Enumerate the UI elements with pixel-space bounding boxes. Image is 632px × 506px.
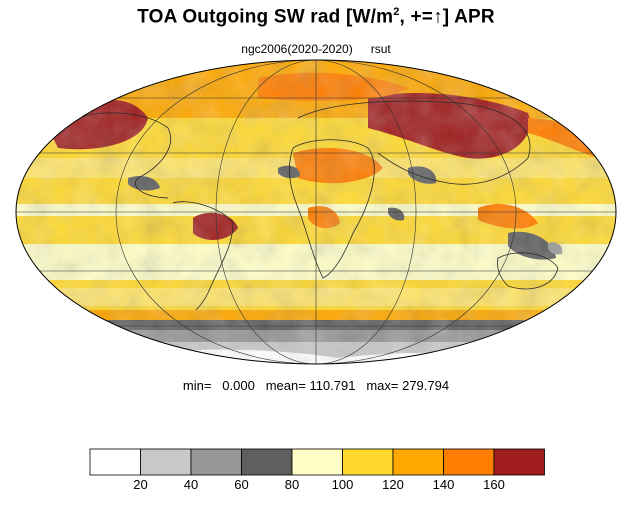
- colorbar-box-8: [493, 448, 545, 476]
- title-superscript: 2: [393, 6, 400, 18]
- coastlines: [77, 100, 559, 311]
- colorbar-box-4: [291, 448, 343, 476]
- colorbar-label-120: 120: [382, 477, 404, 490]
- colorbar-labels: 20 40 60 80 100 120 140 160: [133, 477, 505, 490]
- title-main: TOA Outgoing SW rad [W/m: [137, 6, 394, 28]
- colorbar-label-100: 100: [332, 477, 354, 490]
- map-border: [15, 59, 617, 365]
- colorbar-boxes: [89, 448, 545, 476]
- colorbar-box-6: [392, 448, 444, 476]
- stat-max-value: 279.794: [402, 378, 450, 393]
- stat-max-label: max=: [366, 378, 399, 393]
- colorbar-box-1: [140, 448, 192, 476]
- colorbar-box-3: [241, 448, 293, 476]
- colorbar-label-20: 20: [133, 477, 147, 490]
- colorbar-label-40: 40: [184, 477, 198, 490]
- colorbar-label-160: 160: [483, 477, 505, 490]
- coast-south-america: [172, 201, 234, 311]
- coast-eurasia: [297, 100, 531, 185]
- colorbar: 20 40 60 80 100 120 140 160: [89, 448, 545, 490]
- plot-title: TOA Outgoing SW rad [W/m2, +=↑] APR: [0, 6, 632, 28]
- colorbar-box-0: [89, 448, 141, 476]
- coast-north-america: [77, 112, 171, 199]
- colorbar-label-80: 80: [285, 477, 299, 490]
- title-end: ] APR: [442, 6, 495, 28]
- stat-min-label: min=: [182, 378, 212, 393]
- subtitle-variable: rsut: [370, 42, 391, 56]
- stat-min-value: 0.000: [222, 378, 255, 393]
- plot-subtitle: ngc2006(2020-2020) rsut: [0, 42, 632, 56]
- statistics-line: min= 0.000 mean= 110.791 max= 279.794: [0, 378, 632, 393]
- colorbar-box-7: [443, 448, 495, 476]
- colorbar-label-140: 140: [433, 477, 455, 490]
- map-field: [16, 60, 616, 364]
- meridian-pair-120: [115, 60, 517, 364]
- title-mid: , +=: [399, 6, 434, 28]
- stat-mean-label: mean=: [265, 378, 306, 393]
- up-arrow-icon: ↑: [433, 6, 443, 28]
- colorbar-box-2: [190, 448, 242, 476]
- stat-mean-value: 110.791: [309, 378, 356, 393]
- coast-africa: [288, 139, 375, 279]
- meridian-pair-60: [215, 60, 417, 364]
- world-map: [15, 59, 617, 365]
- colorbar-label-60: 60: [234, 477, 248, 490]
- subtitle-run: ngc2006(2020-2020): [241, 42, 353, 56]
- coast-australia: [497, 252, 559, 290]
- colorbar-box-5: [342, 448, 394, 476]
